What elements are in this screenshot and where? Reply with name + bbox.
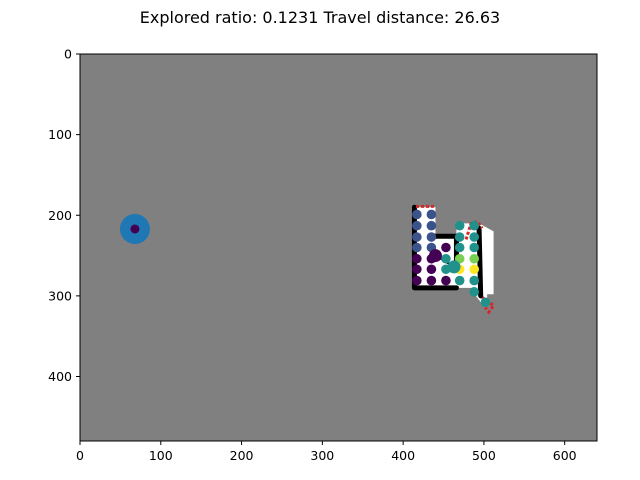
candidate-point [454, 275, 465, 286]
candidate-point [469, 287, 480, 297]
candidate-point [480, 297, 491, 308]
best-candidate-point [447, 260, 461, 274]
candidate-point [441, 242, 451, 253]
plot-frame [79, 53, 598, 442]
x-tick-label: 600 [553, 448, 577, 463]
candidate-point [454, 220, 465, 231]
y-tick-label: 200 [48, 208, 72, 223]
unexplored-background [80, 54, 597, 441]
candidate-point [412, 253, 422, 264]
candidate-point [426, 232, 437, 242]
agent-center [130, 224, 140, 234]
candidate-point [441, 253, 451, 264]
candidate-points-layer [119, 209, 491, 308]
candidate-point [469, 220, 480, 231]
figure-title: Explored ratio: 0.1231 Travel distance: … [139, 8, 501, 27]
y-tick-label: 400 [48, 369, 72, 384]
candidate-point [469, 264, 480, 275]
candidate-point [412, 242, 422, 253]
candidate-point [412, 275, 422, 286]
candidate-point [412, 232, 422, 242]
candidate-point [412, 209, 422, 220]
candidate-point [412, 264, 422, 275]
candidate-point [454, 232, 465, 242]
candidate-point [426, 209, 437, 220]
axes-layer: 0 100 200 300 400 500 600 0 100 200 300 400 [48, 47, 598, 463]
x-tick-label: 0 [76, 448, 84, 463]
candidate-point [469, 275, 480, 286]
candidate-point [426, 220, 437, 231]
x-tick-label: 200 [230, 448, 254, 463]
current-position-marker [428, 249, 442, 263]
candidate-point [426, 275, 437, 286]
y-tick-label: 0 [64, 47, 72, 62]
candidate-point [426, 264, 437, 275]
x-tick-label: 400 [391, 448, 415, 463]
candidate-point [454, 253, 465, 264]
y-tick-label: 100 [48, 127, 72, 142]
wall-segment [476, 225, 484, 299]
x-tick-label: 300 [310, 448, 334, 463]
candidate-point [412, 220, 422, 231]
candidate-point [469, 253, 480, 264]
candidate-point [454, 242, 465, 253]
y-tick-label: 300 [48, 288, 72, 303]
candidate-point [441, 275, 451, 286]
x-tick-label: 500 [472, 448, 496, 463]
x-tick-label: 100 [149, 448, 173, 463]
candidate-point [469, 232, 480, 242]
candidate-point [469, 242, 480, 253]
